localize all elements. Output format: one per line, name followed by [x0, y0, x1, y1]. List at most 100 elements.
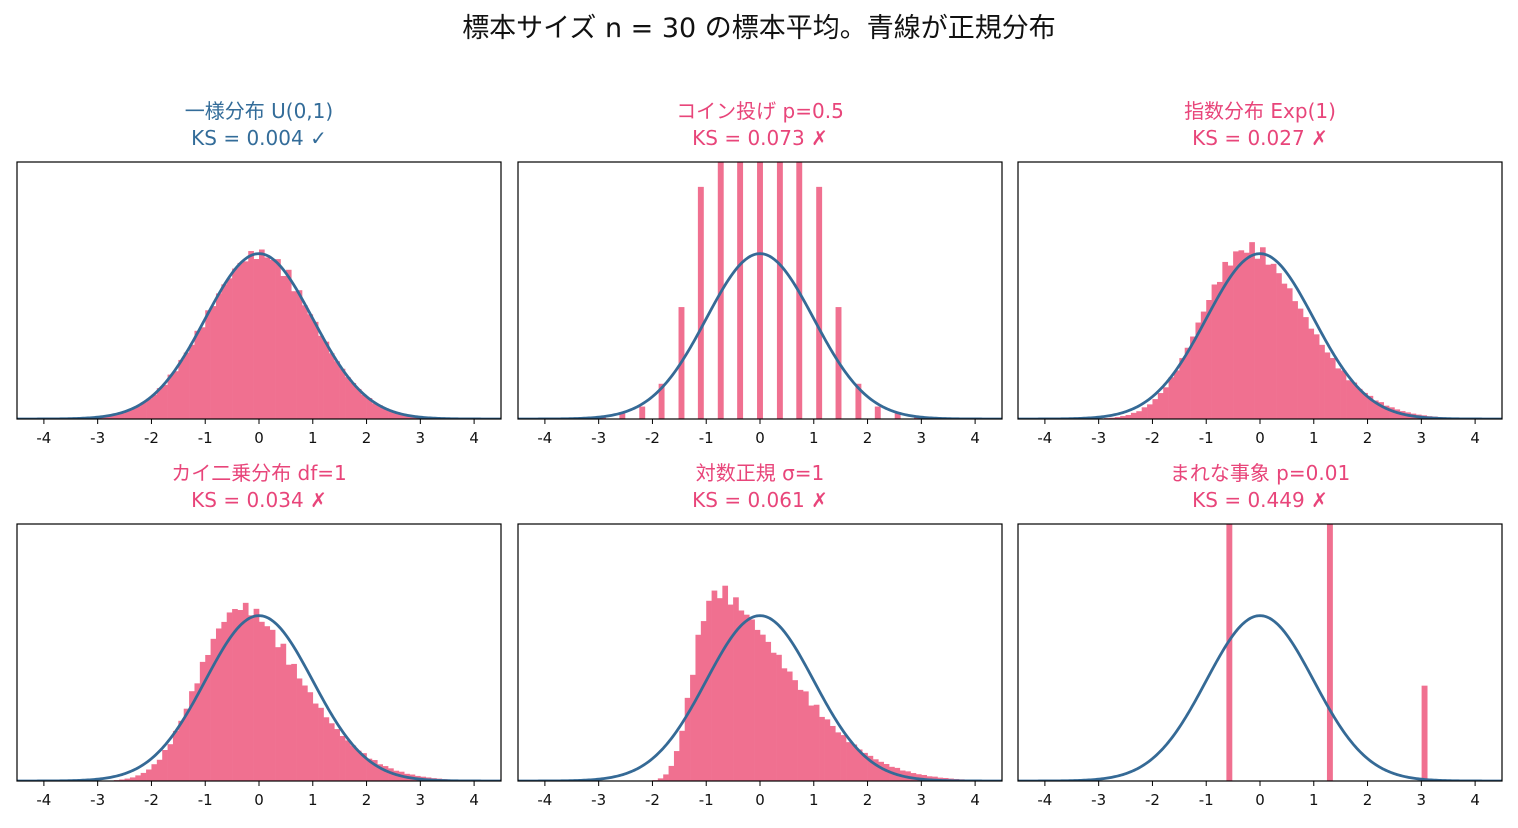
histogram-bar — [377, 764, 383, 781]
histogram-bar — [711, 590, 718, 781]
histogram-bar — [855, 383, 862, 419]
histogram-bar — [840, 735, 847, 781]
normal-curve — [1018, 252, 1502, 419]
histogram-bar — [786, 671, 793, 781]
axes-frame — [1017, 523, 1503, 782]
histogram-bar — [1254, 258, 1261, 419]
histogram-bar — [1383, 405, 1390, 419]
x-tick-label: 0 — [1255, 429, 1265, 447]
normal-curve — [518, 252, 1002, 419]
histogram-bar — [210, 638, 217, 781]
x-tick-label: -1 — [699, 429, 714, 447]
plot-area — [17, 602, 501, 781]
histogram-bar — [1313, 334, 1320, 419]
histogram-bar — [765, 641, 772, 781]
histogram-bar — [199, 661, 206, 781]
histogram-bar — [205, 654, 211, 781]
histogram-bar — [312, 703, 319, 781]
histogram-bar — [717, 162, 724, 419]
histogram-bar — [1260, 247, 1266, 419]
histogram-bar — [1367, 395, 1374, 419]
histogram-bar — [835, 732, 841, 781]
histogram-bar — [872, 759, 879, 781]
x-tick-label: 0 — [254, 429, 264, 447]
x-tick-label: -1 — [699, 791, 714, 809]
histogram-bar — [1179, 358, 1186, 419]
histogram-bar — [737, 162, 744, 419]
histogram-bar — [280, 276, 287, 419]
histogram-bar — [1270, 263, 1277, 419]
histogram-bar — [1125, 414, 1132, 419]
histogram-bar — [318, 335, 324, 419]
histogram-bar — [140, 772, 147, 781]
histogram-bar — [619, 412, 626, 419]
x-tick-label: 0 — [1255, 791, 1265, 809]
histogram-bar — [156, 388, 163, 419]
histogram-bar — [690, 674, 696, 781]
histogram-bar — [856, 749, 863, 781]
histogram-bar — [388, 410, 394, 419]
x-tick-label: -4 — [537, 429, 552, 447]
histogram-bar — [1249, 242, 1255, 419]
histogram-bar — [172, 730, 179, 781]
x-tick-label: 4 — [469, 429, 479, 447]
histogram-bar — [816, 186, 823, 419]
normal-curve — [518, 614, 1002, 781]
chart-panel-5: -4 -3 -2 -1 0 1 2 3 4 — [1017, 523, 1503, 809]
histogram-bar — [829, 725, 836, 781]
histogram-bar — [237, 262, 244, 419]
panel-title-text: 指数分布 Exp(1) — [1184, 99, 1336, 123]
histogram-bar — [350, 382, 357, 419]
histogram-bar — [156, 759, 163, 781]
histogram-bar — [205, 310, 211, 419]
x-tick-label: -3 — [591, 429, 606, 447]
histogram-bar — [658, 383, 665, 419]
panel-title-coin: コイン投げ p=0.5 KS = 0.073 ✗ — [518, 98, 1002, 152]
histogram-bar — [382, 408, 389, 419]
histogram-bar — [1157, 393, 1164, 419]
histogram-bar — [409, 416, 416, 419]
histogram-bar — [183, 352, 190, 419]
x-tick-label: 1 — [809, 791, 819, 809]
x-tick-label: -3 — [1091, 791, 1106, 809]
histogram-bar — [1190, 336, 1196, 419]
histogram-bar — [135, 406, 141, 419]
histogram-bar — [355, 388, 362, 419]
histogram-bar — [398, 414, 405, 419]
histogram-bar — [1168, 377, 1175, 419]
x-tick-label: 2 — [863, 791, 873, 809]
histogram-bar — [796, 162, 803, 419]
histogram-bar — [1335, 368, 1341, 419]
chart-panel-1: -4 -3 -2 -1 0 1 2 3 4 — [517, 161, 1003, 447]
histogram-bar — [1308, 328, 1315, 419]
histogram-bar — [1184, 347, 1191, 419]
histogram-bar — [183, 708, 190, 781]
histogram-bar — [1276, 273, 1282, 419]
histogram-bar — [1378, 402, 1384, 419]
normal-curve — [17, 252, 501, 419]
histogram-bar — [803, 691, 809, 781]
x-tick-label: -4 — [537, 791, 552, 809]
histogram-bar — [697, 186, 704, 419]
histogram-bar — [1163, 387, 1169, 419]
panel-ks-label: KS = 0.449 ✗ — [1192, 488, 1328, 512]
histogram-bar — [248, 251, 254, 419]
x-tick-label: 1 — [308, 791, 318, 809]
histogram-bar — [1211, 284, 1218, 419]
histogram-bar — [722, 585, 729, 781]
histogram-bar — [1346, 380, 1352, 419]
panel-title-text: コイン投げ p=0.5 — [676, 99, 844, 123]
histogram-bar — [307, 314, 314, 419]
histogram-bar — [1326, 524, 1333, 781]
histogram-bar — [285, 664, 292, 781]
x-tick-label: -2 — [1145, 791, 1160, 809]
histogram-bar — [824, 719, 831, 781]
histogram-bar — [813, 704, 820, 781]
histogram-bar — [119, 412, 125, 419]
histogram-bar — [226, 612, 233, 781]
histogram-bar — [302, 305, 308, 419]
histogram-bar — [162, 750, 168, 781]
histogram-bar — [894, 412, 901, 419]
histogram-bar — [1109, 417, 1116, 419]
histogram-bar — [151, 764, 158, 781]
